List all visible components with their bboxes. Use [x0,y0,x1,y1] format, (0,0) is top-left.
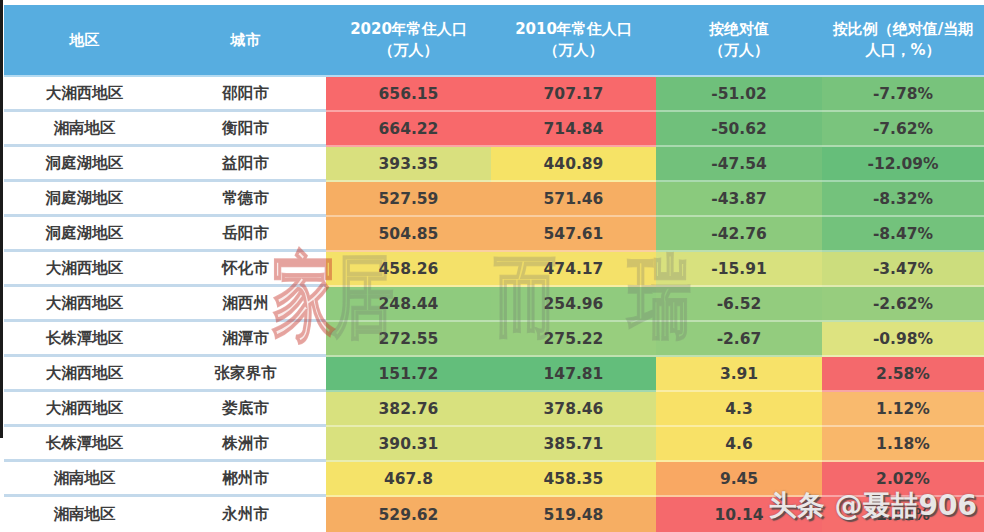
abs-change-cell: -6.52 [656,287,822,322]
pop-2010-cell: 474.17 [491,252,656,287]
region-cell: 洞庭湖地区 [4,182,165,217]
header-pop-2020: 2020年常住人口 （万人） [326,5,491,77]
region-cell: 洞庭湖地区 [4,217,165,252]
city-cell: 岳阳市 [165,217,326,252]
pop-2020-cell: 504.85 [326,217,491,252]
pct-change-cell: 2.58% [822,357,984,392]
table-row: 大湘西地区 张家界市 151.72 147.81 3.91 2.58% [4,357,984,392]
header-pop-2010: 2010年常住人口 （万人） [491,5,656,77]
region-cell: 长株潭地区 [4,427,165,462]
pct-change-cell: -7.62% [822,112,984,147]
abs-change-cell: -42.76 [656,217,822,252]
table-row: 洞庭湖地区 常德市 527.59 571.46 -43.87 -8.32% [4,182,984,217]
table-row: 大湘西地区 怀化市 458.26 474.17 -15.91 -3.47% [4,252,984,287]
pct-change-cell: -8.47% [822,217,984,252]
region-cell: 长株潭地区 [4,322,165,357]
header-city: 城市 [165,5,326,77]
region-cell: 大湘西地区 [4,252,165,287]
pop-2010-cell: 385.71 [491,427,656,462]
region-cell: 大湘西地区 [4,77,165,112]
city-cell: 张家界市 [165,357,326,392]
pop-2010-cell: 714.84 [491,112,656,147]
pop-2010-cell: 519.48 [491,497,656,532]
city-cell: 怀化市 [165,252,326,287]
pop-2010-cell: 547.61 [491,217,656,252]
pop-2010-cell: 254.96 [491,287,656,322]
pct-change-cell: -3.47% [822,252,984,287]
pop-2010-cell: 571.46 [491,182,656,217]
pct-change-cell: -12.09% [822,147,984,182]
pop-2020-cell: 248.44 [326,287,491,322]
pop-2020-cell: 467.8 [326,462,491,497]
abs-change-cell: -51.02 [656,77,822,112]
city-cell: 娄底市 [165,392,326,427]
abs-change-cell: -15.91 [656,252,822,287]
table-row: 洞庭湖地区 岳阳市 504.85 547.61 -42.76 -8.47% [4,217,984,252]
city-cell: 湘潭市 [165,322,326,357]
city-cell: 益阳市 [165,147,326,182]
region-cell: 大湘西地区 [4,392,165,427]
abs-change-cell: -47.54 [656,147,822,182]
header-pct-change: 按比例（绝对值/当期 人口，%） [822,5,984,77]
pop-2020-cell: 529.62 [326,497,491,532]
pop-2010-cell: 458.35 [491,462,656,497]
pct-change-cell: -8.32% [822,182,984,217]
region-cell: 大湘西地区 [4,357,165,392]
table-row: 湘南地区 衡阳市 664.22 714.84 -50.62 -7.62% [4,112,984,147]
header-abs-change: 按绝对值 （万人） [656,5,822,77]
pct-change-cell: -2.62% [822,287,984,322]
pop-2020-cell: 458.26 [326,252,491,287]
abs-change-cell: 4.3 [656,392,822,427]
pop-2010-cell: 440.89 [491,147,656,182]
pop-2020-cell: 664.22 [326,112,491,147]
table-row: 长株潭地区 湘潭市 272.55 275.22 -2.67 -0.98% [4,322,984,357]
screenshot-left-edge [0,0,3,438]
header-region: 地区 [4,5,165,77]
pop-2010-cell: 378.46 [491,392,656,427]
pop-2020-cell: 272.55 [326,322,491,357]
population-table: 地区 城市 2020年常住人口 （万人） 2010年常住人口 （万人） 按绝对值… [4,5,984,532]
pct-change-cell: 1.18% [822,427,984,462]
table-row: 大湘西地区 邵阳市 656.15 707.17 -51.02 -7.78% [4,77,984,112]
table-row: 长株潭地区 株洲市 390.31 385.71 4.6 1.18% [4,427,984,462]
abs-change-cell: 3.91 [656,357,822,392]
city-cell: 湘西州 [165,287,326,322]
pop-2020-cell: 151.72 [326,357,491,392]
city-cell: 衡阳市 [165,112,326,147]
region-cell: 湘南地区 [4,462,165,497]
table-row: 大湘西地区 湘西州 248.44 254.96 -6.52 -2.62% [4,287,984,322]
pop-2010-cell: 707.17 [491,77,656,112]
pop-2020-cell: 393.35 [326,147,491,182]
table-row: 大湘西地区 娄底市 382.76 378.46 4.3 1.12% [4,392,984,427]
abs-change-cell: -2.67 [656,322,822,357]
city-cell: 邵阳市 [165,77,326,112]
region-cell: 湘南地区 [4,112,165,147]
city-cell: 株洲市 [165,427,326,462]
region-cell: 大湘西地区 [4,287,165,322]
pop-2010-cell: 147.81 [491,357,656,392]
region-cell: 洞庭湖地区 [4,147,165,182]
table-header-row: 地区 城市 2020年常住人口 （万人） 2010年常住人口 （万人） 按绝对值… [4,5,984,77]
pop-2020-cell: 656.15 [326,77,491,112]
pct-change-cell: -7.78% [822,77,984,112]
city-cell: 永州市 [165,497,326,532]
pop-2010-cell: 275.22 [491,322,656,357]
pct-change-cell: 1.12% [822,392,984,427]
table-row: 洞庭湖地区 益阳市 393.35 440.89 -47.54 -12.09% [4,147,984,182]
abs-change-cell: -50.62 [656,112,822,147]
region-cell: 湘南地区 [4,497,165,532]
toutiao-watermark: 头条 @聂喆906 [769,487,977,525]
pct-change-cell: -0.98% [822,322,984,357]
table-body: 大湘西地区 邵阳市 656.15 707.17 -51.02 -7.78% 湘南… [4,77,984,532]
city-cell: 郴州市 [165,462,326,497]
city-cell: 常德市 [165,182,326,217]
pop-2020-cell: 527.59 [326,182,491,217]
pop-2020-cell: 382.76 [326,392,491,427]
abs-change-cell: 4.6 [656,427,822,462]
pop-2020-cell: 390.31 [326,427,491,462]
abs-change-cell: -43.87 [656,182,822,217]
